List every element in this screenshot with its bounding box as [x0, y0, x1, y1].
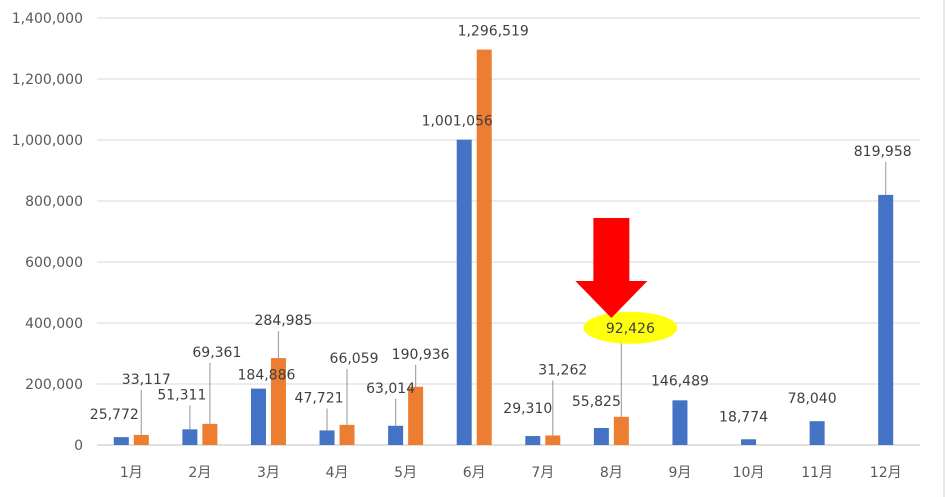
data-label-series-2: 92,426	[606, 321, 655, 337]
data-label-series-1: 25,772	[90, 407, 139, 423]
data-label-series-2: 190,936	[392, 347, 450, 363]
x-category-label: 4月	[326, 465, 349, 481]
bar-series-1	[672, 400, 688, 445]
data-label-series-1: 146,489	[651, 373, 709, 389]
data-label-series-1: 55,825	[572, 394, 621, 410]
bar-series-2	[339, 424, 355, 445]
bar-series-2	[476, 49, 492, 445]
data-label-series-2: 33,117	[122, 372, 171, 388]
red-arrow-annotation	[575, 218, 648, 318]
x-category-label: 2月	[188, 465, 211, 481]
x-category-label: 3月	[257, 465, 280, 481]
bar-series-2	[270, 358, 286, 445]
y-tick-label: 400,000	[25, 316, 83, 332]
bar-series-1	[456, 139, 472, 445]
bar-series-2	[408, 386, 424, 445]
y-tick-label: 600,000	[25, 255, 83, 271]
bar-series-1	[525, 436, 541, 445]
bars	[113, 49, 894, 445]
x-category-label: 8月	[600, 465, 623, 481]
data-label-series-1: 184,886	[238, 368, 296, 384]
y-tick-label: 1,200,000	[12, 72, 83, 88]
highlight-annotation	[583, 311, 678, 344]
x-category-label: 9月	[668, 465, 691, 481]
bar-series-1	[113, 437, 129, 445]
data-label-series-1: 78,040	[788, 391, 837, 407]
data-label-series-2: 284,985	[255, 313, 313, 329]
y-tick-label: 800,000	[25, 194, 83, 210]
y-tick-label: 200,000	[25, 377, 83, 393]
bar-series-1	[250, 388, 266, 445]
bar-series-1	[388, 425, 404, 445]
y-tick-label: 1,400,000	[12, 11, 83, 27]
bar-series-2	[133, 434, 149, 445]
bar-series-1	[741, 439, 757, 445]
x-category-label: 1月	[120, 465, 143, 481]
bar-series-2	[545, 435, 561, 445]
data-label-series-2: 31,262	[538, 362, 587, 378]
x-category-label: 7月	[531, 465, 554, 481]
bar-series-1	[809, 421, 825, 445]
y-tick-label: 1,000,000	[12, 133, 83, 149]
y-axis-ticks: 0 200,000 400,000 600,000 800,000 1,000,000 1,…	[12, 11, 83, 454]
yellow-highlight	[583, 311, 678, 344]
data-label-series-2: 1,296,519	[458, 24, 529, 40]
x-category-label: 5月	[394, 465, 417, 481]
x-category-label: 11月	[801, 465, 833, 481]
x-category-label: 10月	[733, 465, 765, 481]
data-label-series-1: 18,774	[719, 409, 768, 425]
data-label-series-1: 1,001,056	[422, 114, 493, 130]
data-label-series-1: 51,311	[157, 387, 206, 403]
x-axis-categories: 1月 2月 3月 4月 5月 6月 7月 8月 9月 10月 11月 12月	[120, 465, 902, 481]
data-label-series-2: 66,059	[330, 351, 379, 367]
gridlines	[97, 17, 920, 446]
data-label-series-1: 819,958	[854, 144, 912, 160]
arrow-icon	[575, 218, 648, 318]
data-label-series-1: 47,721	[295, 390, 344, 406]
data-label-series-1: 63,014	[366, 381, 415, 397]
bar-series-1	[593, 427, 609, 445]
bar-series-2	[613, 416, 629, 445]
leader-lines	[140, 161, 887, 436]
x-category-label: 6月	[463, 465, 486, 481]
x-category-label: 12月	[870, 465, 902, 481]
bar-series-1	[878, 194, 894, 445]
data-label-series-2: 69,361	[192, 345, 241, 361]
bar-series-1	[182, 429, 198, 445]
bar-series-1	[319, 430, 335, 445]
y-tick-label: 0	[74, 438, 83, 454]
data-label-series-1: 29,310	[503, 401, 552, 417]
bar-series-2	[202, 423, 218, 445]
